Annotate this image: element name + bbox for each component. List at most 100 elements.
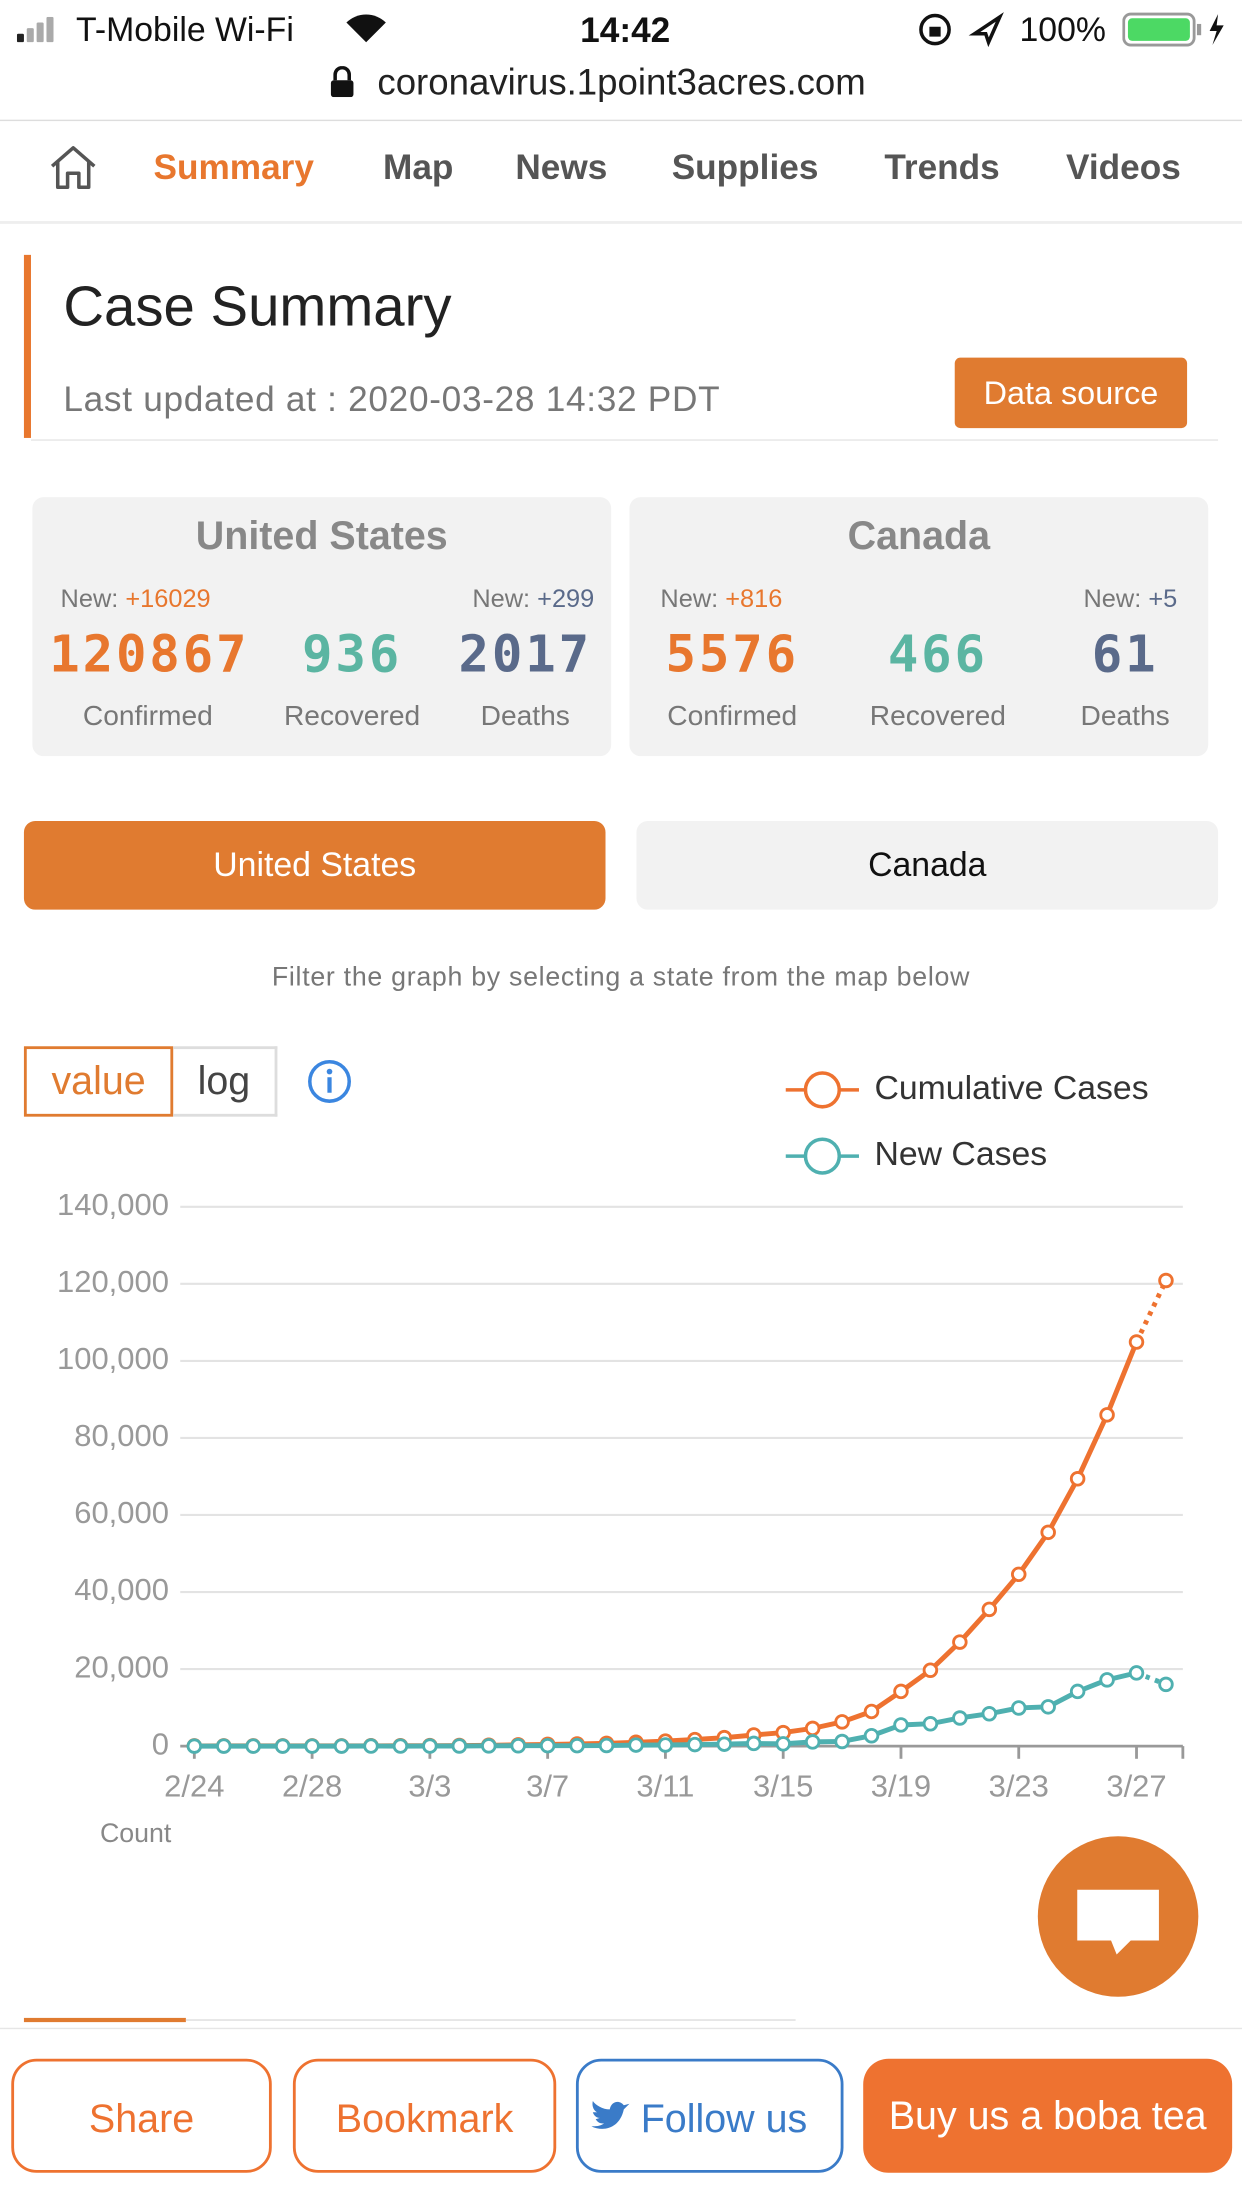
data-point (922, 1662, 939, 1678)
data-point (1010, 1566, 1027, 1583)
data-point (363, 1738, 379, 1754)
data-point (834, 1714, 850, 1730)
y-tick-label: 140,000 (57, 1187, 169, 1222)
battery-svg (1122, 12, 1224, 47)
follow-button[interactable]: Follow us (575, 2058, 844, 2173)
home-svg (50, 146, 96, 190)
data-point (628, 1737, 644, 1753)
log-toggle[interactable]: log (173, 1046, 278, 1117)
data-point (245, 1738, 261, 1754)
country-card: Canada New: +816 New: +5 5576 466 61 Con… (629, 497, 1209, 757)
country-card: United States New: +16029 New: +299 1208… (32, 497, 612, 757)
data-point (1099, 1672, 1115, 1688)
battery-text: 100% (1019, 11, 1106, 50)
card-country: United States (195, 513, 448, 558)
home-icon[interactable] (48, 144, 99, 192)
data-point (1010, 1700, 1027, 1716)
value-toggle[interactable]: value (23, 1046, 174, 1117)
chat-svg (1077, 1889, 1159, 1955)
data-point (804, 1720, 821, 1737)
data-point (1128, 1665, 1145, 1681)
data-point (863, 1703, 880, 1720)
recovered-count: 466 (887, 626, 988, 685)
data-point (1128, 1334, 1145, 1350)
tab-indicator (23, 2017, 186, 2023)
data-point (598, 1737, 615, 1754)
x-tick-label: 3/27 (1106, 1769, 1166, 1804)
data-point (952, 1634, 968, 1650)
nav-item[interactable]: Supplies (671, 147, 819, 188)
legend-marker (803, 1071, 842, 1109)
y-axis-label: Count (100, 1818, 172, 1848)
country-tab[interactable]: United States (23, 820, 606, 910)
data-point (539, 1737, 556, 1754)
battery-icon (1122, 11, 1229, 48)
divider (0, 119, 1242, 122)
bookmark-button[interactable]: Bookmark (292, 2058, 557, 2173)
series-line (194, 1341, 1139, 1749)
deaths-count: 61 (1091, 626, 1159, 685)
deaths-count: 2017 (458, 626, 592, 685)
status-svg (919, 12, 1004, 48)
twitter-icon (589, 2098, 631, 2135)
clock: 14:42 (580, 11, 671, 51)
new-deaths: New: +5 (1083, 584, 1177, 614)
status-icons (918, 11, 1008, 48)
carrier: T-Mobile Wi-Fi (76, 11, 294, 50)
nav-item[interactable]: Trends (884, 147, 1000, 188)
new-label: New: (472, 584, 531, 613)
signal-svg (16, 16, 54, 43)
y-tick-label: 0 (152, 1726, 169, 1761)
accent-bar (23, 254, 31, 438)
data-source-button[interactable]: Data source (954, 357, 1188, 429)
data-point (922, 1716, 939, 1732)
share-button[interactable]: Share (11, 2058, 272, 2173)
data-point (893, 1683, 909, 1700)
data-point (804, 1734, 821, 1750)
nav-item[interactable]: Videos (1065, 147, 1181, 188)
data-point (893, 1717, 909, 1733)
x-tick-label: 3/23 (989, 1769, 1049, 1804)
data-point (746, 1735, 762, 1752)
boba-button[interactable]: Buy us a boba tea (863, 2058, 1233, 2173)
new-value: +816 (725, 584, 783, 613)
confirmed-label: Confirmed (82, 701, 213, 733)
summary-title: Case Summary (63, 275, 452, 338)
y-tick-label: 120,000 (57, 1264, 169, 1299)
divider (185, 2019, 796, 2021)
data-point (1158, 1676, 1174, 1693)
y-tick-label: 20,000 (74, 1649, 169, 1684)
twitter-svg (591, 2100, 630, 2129)
data-point (569, 1737, 585, 1754)
new-label: New: (1083, 584, 1142, 613)
x-tick-label: 3/3 (408, 1769, 451, 1804)
nav-item[interactable]: News (515, 147, 608, 188)
data-point (687, 1736, 703, 1753)
data-point (1040, 1699, 1056, 1715)
data-point (834, 1733, 850, 1750)
nav-item[interactable]: Summary (153, 147, 314, 188)
data-point (863, 1727, 880, 1744)
chat-button[interactable] (1037, 1836, 1199, 1997)
data-point (186, 1738, 203, 1754)
data-point (1099, 1407, 1115, 1423)
data-point (510, 1737, 526, 1754)
url[interactable]: coronavirus.1point3acres.com (377, 60, 866, 103)
signal-icon (16, 16, 59, 43)
data-point (216, 1738, 232, 1754)
x-tick-label: 3/7 (526, 1769, 569, 1804)
data-point (657, 1737, 674, 1753)
data-point (422, 1738, 438, 1754)
info-icon[interactable] (307, 1059, 352, 1104)
data-point (716, 1736, 733, 1752)
new-value: +299 (537, 584, 595, 613)
x-tick-label: 2/24 (164, 1769, 224, 1804)
country-tab[interactable]: Canada (636, 820, 1219, 910)
y-tick-label: 80,000 (74, 1418, 169, 1453)
nav-item[interactable]: Map (383, 147, 454, 188)
new-label: New: (60, 584, 119, 613)
confirmed-count: 5576 (665, 626, 799, 685)
data-point (1158, 1272, 1174, 1289)
